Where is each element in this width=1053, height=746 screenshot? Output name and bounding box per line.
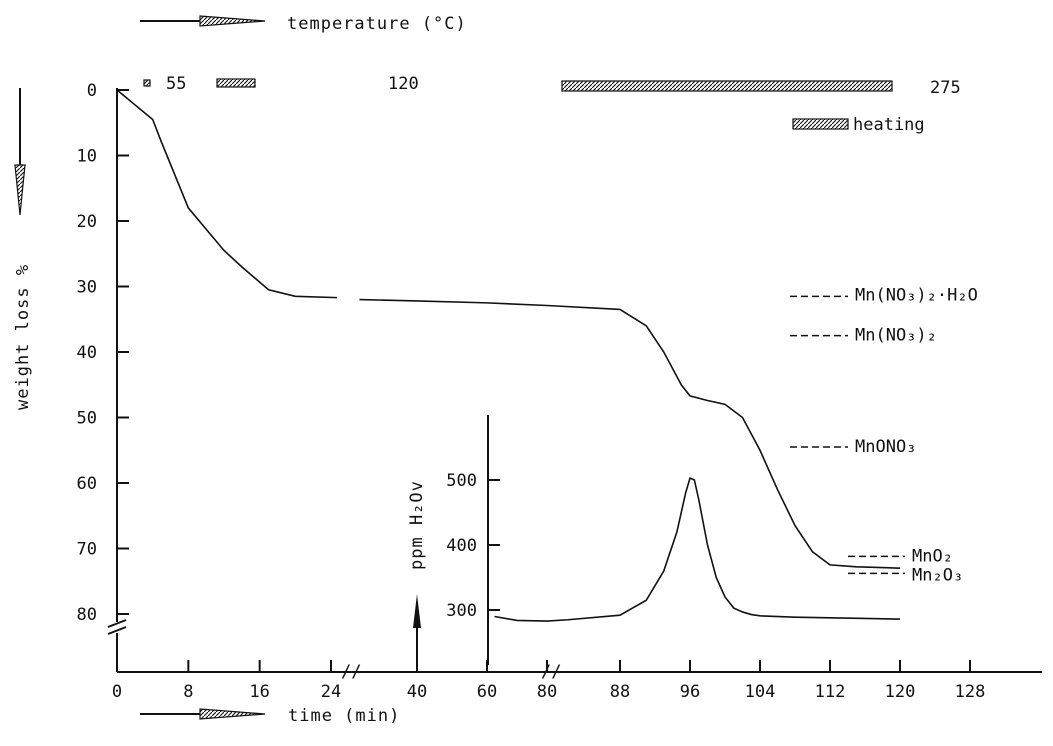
reference-level-label: Mn(NO₃)₂: [855, 326, 937, 346]
time-arrow: [140, 708, 266, 720]
reference-level-label: MnO₂: [912, 546, 953, 566]
x-axis-break-mark: //: [541, 662, 561, 682]
x-tick-label: 8: [183, 682, 193, 702]
y-ticks: 0 10 20 30 40 50 60 70 80: [77, 81, 129, 625]
y-tick-label: 80: [77, 605, 97, 625]
inset-y-tick-label: 400: [446, 536, 477, 556]
y-tick-label: 70: [77, 540, 97, 560]
temperature-label-275: 275: [930, 78, 961, 98]
reference-level-label: Mn₂O₃: [912, 565, 963, 585]
x-tick-label: 80: [537, 682, 557, 702]
inset-up-arrow: [413, 594, 421, 665]
x-tick-label: 128: [955, 682, 986, 702]
reference-level-label: MnONO₃: [855, 437, 916, 457]
inset-y-tick-label: 500: [446, 471, 477, 491]
water-vapor-curve: [494, 476, 901, 622]
y-tick-label: 0: [87, 81, 97, 101]
y-tick-label: 50: [77, 409, 97, 429]
y-tick-label: 10: [77, 147, 97, 167]
x-tick-label: 0: [112, 682, 122, 702]
y-axis-title: weight loss %: [13, 264, 33, 410]
inset-y-tick-label: 300: [446, 601, 477, 621]
heating-legend-label: heating: [853, 115, 925, 135]
x-axis-title: time (min): [288, 706, 400, 726]
y-axis-break-mark: [107, 619, 127, 628]
x-tick-label: 88: [610, 682, 630, 702]
y-tick-label: 30: [77, 278, 97, 298]
temperature-arrow: [140, 15, 266, 27]
inset-y-ticks: 300 400 500: [446, 471, 500, 621]
x-tick-label: 16: [249, 682, 269, 702]
x-axis-break-mark: //: [341, 662, 361, 682]
weight-loss-curve: [116, 89, 901, 569]
x-tick-label: 96: [680, 682, 700, 702]
y-axis-break-mark: [107, 626, 127, 635]
inset-y-axis-title: ppm H₂Ov: [407, 480, 427, 570]
temperature-label-120: 120: [388, 74, 419, 94]
x-tick-label: 24: [321, 682, 341, 702]
x-tick-label: 40: [407, 682, 427, 702]
x-ticks: 0 8 16 24 40 60 80 88 96 104 112 120 128: [112, 660, 985, 702]
x-tick-label: 120: [885, 682, 916, 702]
x-tick-label: 60: [477, 682, 497, 702]
temperature-label-55: 55: [166, 74, 186, 94]
heating-bar-120: [216, 78, 256, 88]
temperature-axis-title: temperature (°C): [287, 14, 467, 34]
heating-bar-55: [143, 79, 151, 87]
heating-bar-275: [561, 80, 893, 92]
y-tick-label: 40: [77, 343, 97, 363]
heating-legend-swatch: [792, 118, 849, 130]
x-tick-label: 104: [745, 682, 776, 702]
y-tick-label: 20: [77, 212, 97, 232]
weight-loss-arrow: [14, 88, 26, 216]
x-tick-label: 112: [815, 682, 846, 702]
reference-level-label: Mn(NO₃)₂·H₂O: [855, 285, 978, 305]
y-tick-label: 60: [77, 474, 97, 494]
